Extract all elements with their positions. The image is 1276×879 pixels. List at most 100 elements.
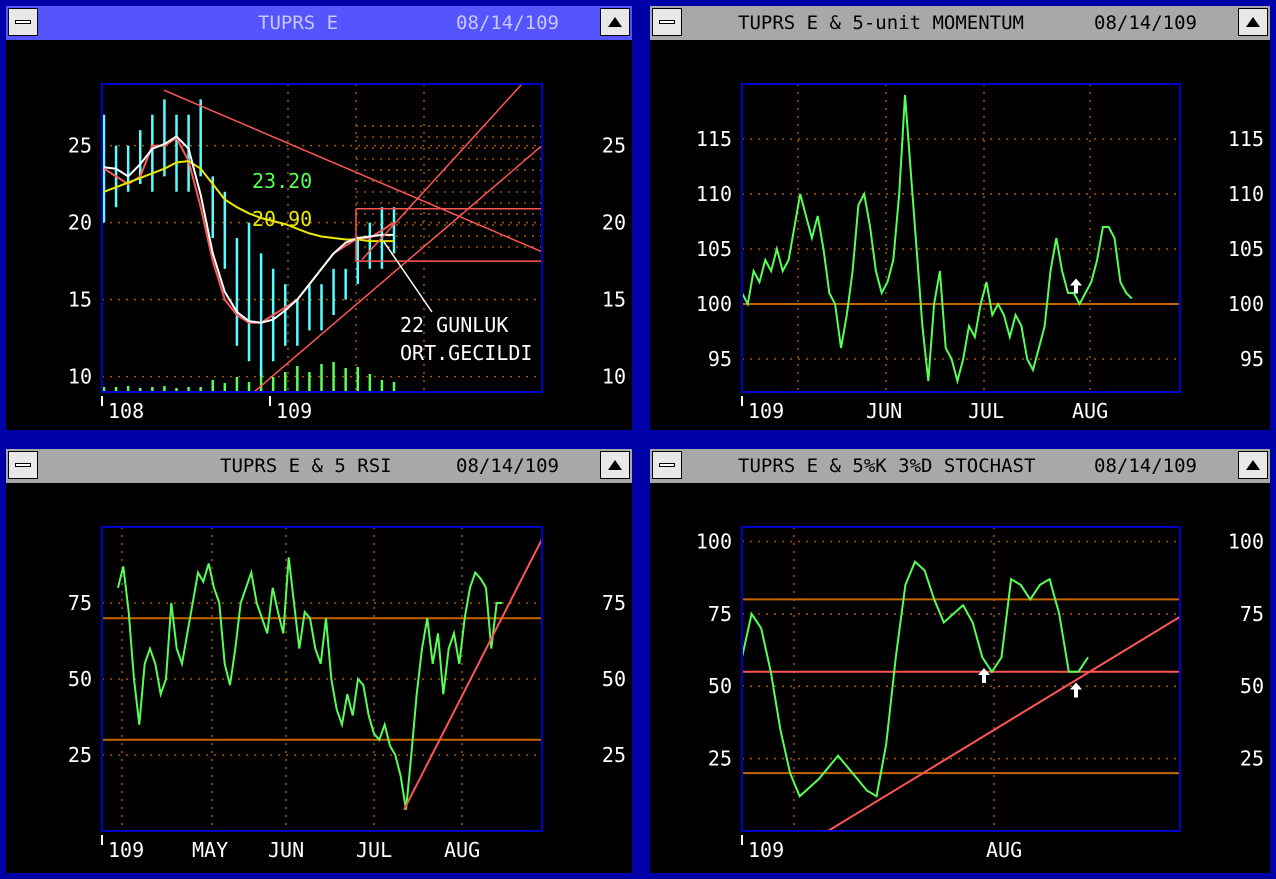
y-tick-label-right: 115 — [1228, 127, 1264, 151]
y-tick-label-left: 75 — [68, 591, 92, 615]
stochastic-line — [741, 560, 1089, 798]
maximize-button[interactable] — [600, 451, 630, 479]
x-tick-label: 109 — [748, 399, 784, 423]
y-tick-label-left: 25 — [708, 747, 732, 771]
window-date: 08/14/109 — [1094, 12, 1197, 34]
window-date: 08/14/109 — [456, 12, 559, 34]
y-tick-label-right: 50 — [602, 667, 626, 691]
system-menu-button[interactable] — [8, 451, 38, 479]
y-tick-label-right: 75 — [1240, 602, 1264, 626]
y-tick-label-left: 100 — [696, 292, 732, 316]
y-tick-label-left: 50 — [708, 674, 732, 698]
stochastic-chart-window[interactable]: TUPRS E & 5%K 3%D STOCHAST 08/14/109 25 2… — [650, 449, 1270, 873]
window-date: 08/14/109 — [456, 455, 559, 477]
y-tick-label-left: 75 — [708, 602, 732, 626]
rsi-chart: 25 25 50 50 75 75 109 MAY JUN JUL AUG — [68, 526, 626, 862]
up-arrow-icon — [608, 17, 622, 27]
window-title: TUPRS E & 5 RSI — [220, 455, 392, 477]
y-tick-label-left: 115 — [696, 127, 732, 151]
y-tick-label-right: 100 — [1228, 529, 1264, 553]
uptrend-line — [253, 145, 543, 393]
x-tick-label: 108 — [108, 399, 144, 423]
signal-arrow-icon — [1070, 278, 1082, 294]
y-tick-label-right: 20 — [602, 211, 626, 235]
plot-border — [741, 526, 1181, 832]
y-tick-label-right: 25 — [1240, 747, 1264, 771]
x-tick-label: JUN — [268, 838, 304, 862]
y-tick-label-right: 25 — [602, 743, 626, 767]
x-tick-label: JUN — [866, 399, 902, 423]
y-tick-label-right: 75 — [602, 591, 626, 615]
window-titlebar[interactable]: TUPRS E 08/14/109 — [6, 6, 632, 42]
minimize-bar-icon — [15, 20, 31, 24]
maximize-button[interactable] — [1238, 8, 1268, 36]
up-arrow-icon — [608, 460, 622, 470]
close-line — [103, 136, 395, 324]
y-tick-label-left: 10 — [68, 365, 92, 389]
maximize-button[interactable] — [600, 8, 630, 36]
y-tick-label-left: 110 — [696, 182, 732, 206]
y-tick-label-right: 105 — [1228, 237, 1264, 261]
rsi-line — [117, 557, 502, 810]
ma-long-value-label: 23.20 — [252, 169, 312, 193]
uptrend-line — [827, 615, 1181, 832]
window-date: 08/14/109 — [1094, 455, 1197, 477]
signal-arrow-icon — [1070, 682, 1082, 698]
plot-border — [101, 526, 543, 832]
x-tick-label: 109 — [276, 399, 312, 423]
up-arrow-icon — [1246, 17, 1260, 27]
momentum-chart-window[interactable]: TUPRS E & 5-unit MOMENTUM 08/14/109 95 95… — [650, 6, 1270, 430]
system-menu-button[interactable] — [652, 8, 682, 36]
window-title: TUPRS E — [258, 12, 339, 34]
plot-border — [741, 83, 1181, 393]
window-titlebar[interactable]: TUPRS E & 5%K 3%D STOCHAST 08/14/109 — [650, 449, 1270, 485]
x-tick-label: AUG — [986, 838, 1022, 862]
ma-long-line — [103, 159, 394, 243]
momentum-chart: 95 95 100 100 105 105 110 110 115 115 109 JUN JUL AUG — [696, 83, 1264, 423]
uptrend-line-steep — [361, 83, 523, 261]
maximize-button[interactable] — [1238, 451, 1268, 479]
y-tick-label-right: 110 — [1228, 182, 1264, 206]
momentum-line — [741, 94, 1133, 385]
y-tick-label-right: 10 — [602, 365, 626, 389]
rsi-chart-window[interactable]: TUPRS E & 5 RSI 08/14/109 25 25 50 50 75 75 10… — [6, 449, 632, 873]
y-tick-label-left: 20 — [68, 211, 92, 235]
x-tick-label: JUL — [356, 838, 392, 862]
x-tick-label: AUG — [444, 838, 480, 862]
y-tick-label-left: 50 — [68, 667, 92, 691]
y-tick-label-right: 25 — [602, 134, 626, 158]
y-tick-label-right: 15 — [602, 288, 626, 312]
y-tick-label-left: 105 — [696, 237, 732, 261]
ma-short-value-label: 20.90 — [252, 207, 312, 231]
system-menu-button[interactable] — [652, 451, 682, 479]
downtrend-line — [163, 89, 543, 253]
y-tick-label-left: 15 — [68, 288, 92, 312]
x-tick-label: MAY — [192, 838, 228, 862]
signal-arrow-icon — [978, 667, 990, 683]
price-chart-window[interactable]: TUPRS E 08/14/109 10 10 15 15 20 20 25 25 23.20 2… — [6, 6, 632, 430]
y-tick-label-left: 25 — [68, 743, 92, 767]
x-tick-label: 109 — [108, 838, 144, 862]
window-title: TUPRS E & 5%K 3%D STOCHAST — [738, 455, 1036, 477]
x-tick-label: JUL — [968, 399, 1004, 423]
y-tick-label-right: 100 — [1228, 292, 1264, 316]
x-tick-label: AUG — [1072, 399, 1108, 423]
uptrend-line — [403, 538, 543, 811]
system-menu-button[interactable] — [8, 8, 38, 36]
minimize-bar-icon — [659, 20, 675, 24]
minimize-bar-icon — [659, 463, 675, 467]
annotation-pointer — [383, 241, 433, 313]
ma-short-line — [103, 135, 394, 324]
y-tick-label-right: 50 — [1240, 674, 1264, 698]
x-tick-label: 109 — [748, 838, 784, 862]
y-tick-label-left: 25 — [68, 134, 92, 158]
window-titlebar[interactable]: TUPRS E & 5 RSI 08/14/109 — [6, 449, 632, 485]
y-tick-label-left: 95 — [708, 347, 732, 371]
plot-border — [101, 83, 543, 393]
up-arrow-icon — [1246, 460, 1260, 470]
y-tick-label-left: 100 — [696, 529, 732, 553]
annotation-label: ORT.GECILDI — [400, 341, 532, 365]
window-titlebar[interactable]: TUPRS E & 5-unit MOMENTUM 08/14/109 — [650, 6, 1270, 42]
stochastic-chart: 25 25 50 50 75 75 100 100 109 AUG — [696, 526, 1264, 862]
window-title: TUPRS E & 5-unit MOMENTUM — [738, 12, 1024, 34]
